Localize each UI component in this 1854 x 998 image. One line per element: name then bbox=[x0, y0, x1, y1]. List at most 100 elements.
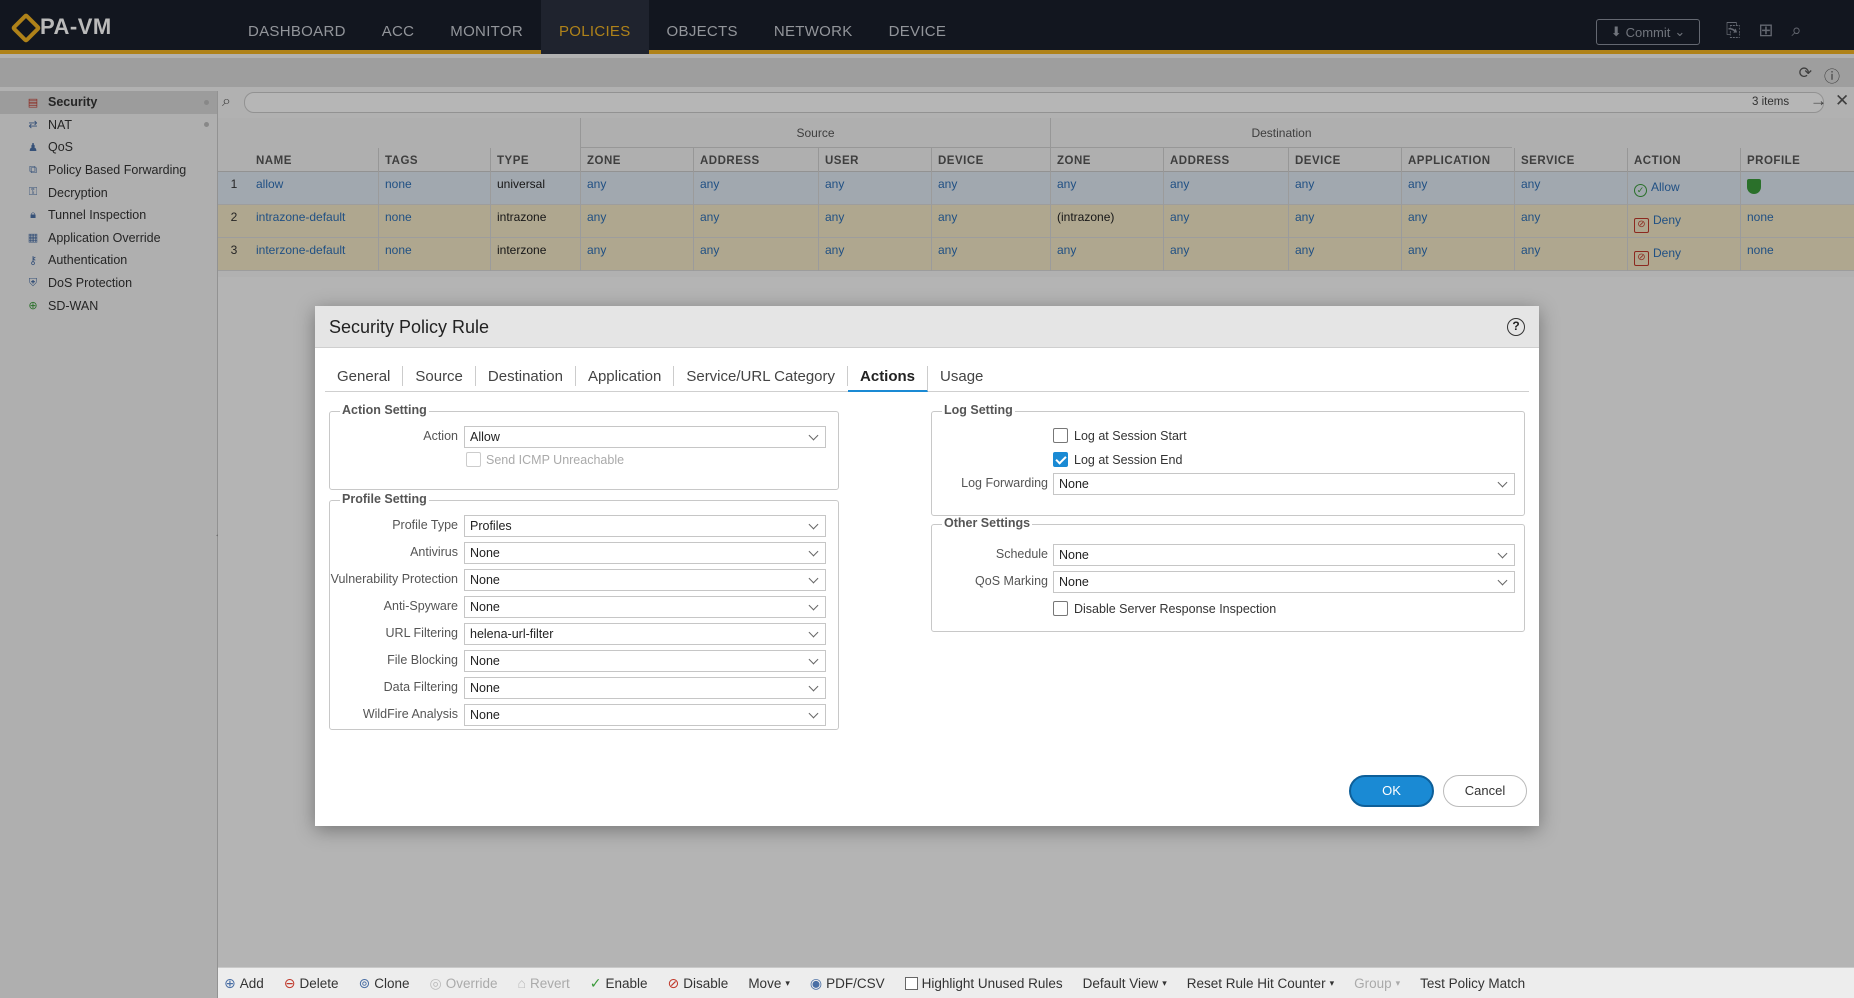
tab-application[interactable]: Application bbox=[576, 366, 675, 386]
col-name[interactable]: NAME bbox=[256, 155, 292, 167]
source-device[interactable]: any bbox=[931, 238, 1050, 271]
url-filtering-select[interactable]: helena-url-filter bbox=[464, 623, 826, 645]
move-button[interactable]: Move ▾ bbox=[748, 976, 790, 991]
source-device[interactable]: any bbox=[931, 205, 1050, 238]
service[interactable]: any bbox=[1514, 238, 1627, 271]
sidebar-item-security[interactable]: ▤ Security bbox=[0, 91, 217, 114]
test-policy-match-button[interactable]: Test Policy Match bbox=[1420, 976, 1525, 991]
sidebar-item-authentication[interactable]: ⚷ Authentication bbox=[0, 249, 217, 272]
destination-zone[interactable]: any bbox=[1050, 238, 1163, 271]
col-service[interactable]: SERVICE bbox=[1514, 148, 1627, 172]
group-button[interactable]: Group ▾ bbox=[1354, 976, 1400, 991]
file-blocking-select[interactable]: None bbox=[464, 650, 826, 672]
nav-monitor[interactable]: MONITOR bbox=[450, 23, 523, 40]
nav-objects[interactable]: OBJECTS bbox=[666, 23, 738, 40]
ok-button[interactable]: OK bbox=[1349, 775, 1434, 807]
nav-device[interactable]: DEVICE bbox=[888, 23, 947, 40]
tab-general[interactable]: General bbox=[325, 366, 404, 386]
table-row[interactable]: 1 allow none universal any any any any a… bbox=[218, 172, 1854, 205]
nav-acc[interactable]: ACC bbox=[381, 23, 415, 40]
service[interactable]: any bbox=[1514, 172, 1627, 205]
log-at-session-start-checkbox[interactable] bbox=[1053, 428, 1068, 443]
table-row[interactable]: 2 intrazone-default none intrazone any a… bbox=[218, 205, 1854, 238]
log-at-session-end-checkbox[interactable] bbox=[1053, 452, 1068, 467]
source-user[interactable]: any bbox=[818, 172, 931, 205]
destination-device[interactable]: any bbox=[1288, 205, 1401, 238]
col-profile[interactable]: PROFILE bbox=[1740, 148, 1854, 172]
log-forwarding-select[interactable]: None bbox=[1053, 473, 1515, 495]
help-icon[interactable]: ? bbox=[1507, 318, 1525, 336]
commit-button[interactable]: ⬇ Commit ⌄ bbox=[1596, 19, 1700, 45]
anti-spyware-select[interactable]: None bbox=[464, 596, 826, 618]
col-application[interactable]: APPLICATION bbox=[1401, 148, 1514, 172]
destination-device[interactable]: any bbox=[1288, 172, 1401, 205]
data-filtering-select[interactable]: None bbox=[464, 677, 826, 699]
wildfire-analysis-select[interactable]: None bbox=[464, 704, 826, 726]
highlight-unused-rules-checkbox[interactable]: Highlight Unused Rules bbox=[904, 976, 1063, 991]
sidebar-item-tunnel-inspection[interactable]: 🔒︎ Tunnel Inspection bbox=[0, 204, 217, 227]
action-cell[interactable]: ✓ Allow bbox=[1627, 172, 1740, 205]
rule-name[interactable]: interzone-default bbox=[256, 243, 346, 257]
clone-button[interactable]: ⊚ Clone bbox=[359, 975, 410, 992]
source-address[interactable]: any bbox=[693, 172, 818, 205]
sidebar-item-qos[interactable]: ♟ QoS bbox=[0, 136, 217, 159]
col-source-user[interactable]: USER bbox=[818, 148, 931, 172]
destination-address[interactable]: any bbox=[1163, 238, 1288, 271]
apply-filter-icon[interactable]: → bbox=[1810, 91, 1827, 110]
tab-usage[interactable]: Usage bbox=[940, 368, 984, 385]
tab-service-url-category[interactable]: Service/URL Category bbox=[674, 366, 849, 386]
filter-input[interactable] bbox=[244, 92, 1824, 113]
vulnerability-protection-select[interactable]: None bbox=[464, 569, 826, 591]
pdf-csv-button[interactable]: ◉ PDF/CSV bbox=[810, 975, 885, 992]
action-select[interactable]: Allow bbox=[464, 426, 826, 448]
tab-source[interactable]: Source bbox=[403, 366, 476, 386]
reset-hit-counter-button[interactable]: Reset Rule Hit Counter ▾ bbox=[1187, 976, 1334, 991]
action-cell[interactable]: ⊘ Deny bbox=[1627, 205, 1740, 238]
source-zone[interactable]: any bbox=[580, 172, 693, 205]
col-destination-zone[interactable]: ZONE bbox=[1050, 148, 1163, 172]
cancel-button[interactable]: Cancel bbox=[1443, 775, 1527, 807]
table-row[interactable]: 3 interzone-default none interzone any a… bbox=[218, 238, 1854, 271]
col-action[interactable]: ACTION bbox=[1627, 148, 1740, 172]
profile-cell[interactable] bbox=[1740, 172, 1854, 205]
save-icon[interactable]: ⊞ bbox=[1758, 20, 1774, 40]
action-cell[interactable]: ⊘ Deny bbox=[1627, 238, 1740, 271]
default-view-button[interactable]: Default View ▾ bbox=[1083, 976, 1167, 991]
rule-tags[interactable]: none bbox=[378, 205, 490, 238]
schedule-select[interactable]: None bbox=[1053, 544, 1515, 566]
search-icon[interactable]: ⌕ bbox=[1791, 20, 1802, 40]
rule-name[interactable]: allow bbox=[256, 177, 284, 191]
config-lock-icon[interactable]: ⎘ bbox=[1726, 20, 1741, 40]
source-user[interactable]: any bbox=[818, 205, 931, 238]
destination-device[interactable]: any bbox=[1288, 238, 1401, 271]
profile-cell[interactable]: none bbox=[1740, 205, 1854, 238]
antivirus-select[interactable]: None bbox=[464, 542, 826, 564]
sidebar-item-dos-protection[interactable]: ⛨ DoS Protection bbox=[0, 272, 217, 295]
application[interactable]: any bbox=[1401, 238, 1514, 271]
override-button[interactable]: ◎ Override bbox=[430, 975, 498, 992]
application[interactable]: any bbox=[1401, 172, 1514, 205]
source-device[interactable]: any bbox=[931, 172, 1050, 205]
rule-tags[interactable]: none bbox=[378, 238, 490, 271]
destination-address[interactable]: any bbox=[1163, 205, 1288, 238]
source-user[interactable]: any bbox=[818, 238, 931, 271]
destination-address[interactable]: any bbox=[1163, 172, 1288, 205]
nav-network[interactable]: NETWORK bbox=[773, 23, 853, 40]
profile-cell[interactable]: none bbox=[1740, 238, 1854, 271]
disable-button[interactable]: ⊘ Disable bbox=[668, 975, 729, 992]
disable-server-response-inspection-checkbox[interactable] bbox=[1053, 601, 1068, 616]
col-tags[interactable]: TAGS bbox=[378, 148, 490, 172]
refresh-icon[interactable]: ⟳ bbox=[1798, 65, 1812, 82]
send-icmp-unreachable-checkbox[interactable] bbox=[466, 452, 481, 467]
sidebar-item-nat[interactable]: ⇄ NAT bbox=[0, 114, 217, 137]
help-icon[interactable]: ⓘ bbox=[1823, 69, 1840, 86]
nav-dashboard[interactable]: DASHBOARD bbox=[248, 23, 346, 40]
source-zone[interactable]: any bbox=[580, 238, 693, 271]
sidebar-item-decryption[interactable]: ⚿ Decryption bbox=[0, 181, 217, 204]
col-source-zone[interactable]: ZONE bbox=[580, 148, 693, 172]
source-address[interactable]: any bbox=[693, 238, 818, 271]
revert-button[interactable]: ⌂ Revert bbox=[518, 975, 570, 991]
tab-destination[interactable]: Destination bbox=[476, 366, 576, 386]
col-type[interactable]: TYPE bbox=[490, 148, 580, 172]
enable-button[interactable]: ✓ Enable bbox=[590, 975, 648, 992]
